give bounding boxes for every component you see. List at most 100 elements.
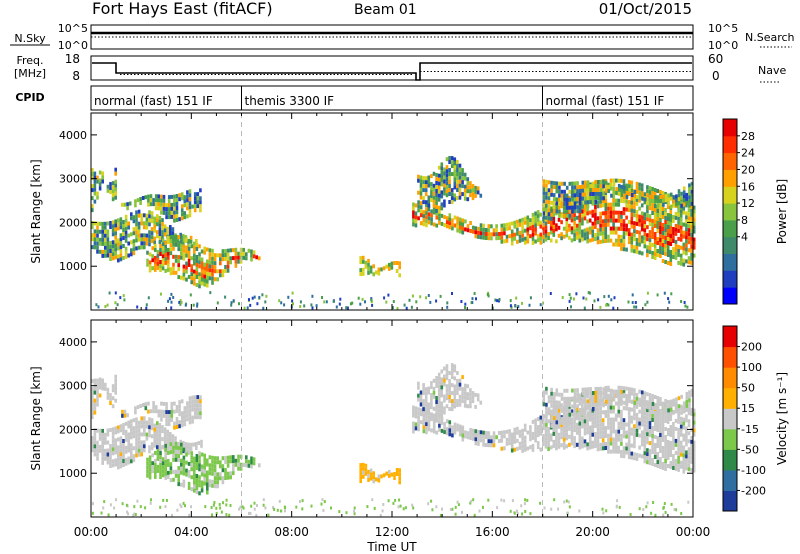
velocity-colorbar-swatch-8 bbox=[723, 326, 737, 348]
noise-right-tick-bottom: 10^0 bbox=[708, 39, 738, 52]
velocity-colorbar-swatch-3 bbox=[723, 428, 737, 450]
velocity-colorbar-tick-1: 100 bbox=[741, 361, 762, 374]
cpid-label: CPID bbox=[15, 91, 44, 104]
velocity-echo-region-0 bbox=[91, 416, 203, 470]
time-axis-label: Time UT bbox=[366, 540, 417, 554]
power-echo-region-1 bbox=[91, 167, 117, 213]
velocity-echo-region-4 bbox=[359, 462, 401, 485]
cpid-segment-0: normal (fast) 151 IF bbox=[94, 94, 213, 108]
cpid-segment-1: themis 3300 IF bbox=[245, 94, 335, 108]
power-echo-region-6 bbox=[417, 156, 483, 214]
power-colorbar-tick-4: 12 bbox=[741, 197, 755, 210]
velocity-panel: 1000 2000 3000 4000 Slant Range [km] bbox=[29, 319, 696, 518]
noise-right-label: N.Search bbox=[745, 31, 795, 44]
date-title: 01/Oct/2015 bbox=[599, 0, 692, 18]
noise-left-label: N.Sky bbox=[14, 32, 46, 45]
time-axis: 00:00 04:00 08:00 12:00 16:00 20:00 00:00 Time … bbox=[74, 525, 711, 554]
station-title: Fort Hays East (fitACF) bbox=[92, 0, 273, 18]
power-colorbar-tick-0: 28 bbox=[741, 130, 755, 143]
power-colorbar-swatch-10 bbox=[723, 119, 737, 137]
power-colorbar-swatch-0 bbox=[723, 287, 737, 305]
time-tick-6: 00:00 bbox=[676, 525, 711, 539]
time-tick-4: 16:00 bbox=[475, 525, 510, 539]
freq-right-tick-top: 60 bbox=[708, 52, 723, 66]
power-colorbar-tick-3: 16 bbox=[741, 180, 755, 193]
velocity-echo-region-3 bbox=[146, 441, 261, 496]
power-ytick-0: 1000 bbox=[59, 260, 87, 273]
time-tick-2: 08:00 bbox=[274, 525, 309, 539]
freq-left-tick-bottom: 8 bbox=[72, 69, 80, 83]
power-ylabel: Slant Range [km] bbox=[29, 159, 43, 263]
velocity-colorbar-swatch-7 bbox=[723, 346, 737, 368]
frequency-line bbox=[92, 62, 692, 81]
power-panel: 1000 2000 3000 4000 Slant Range [km] bbox=[29, 112, 696, 311]
power-colorbar-swatch-2 bbox=[723, 253, 737, 271]
power-colorbar-label: Power [dB] bbox=[775, 179, 789, 244]
cpid-segment-2: normal (fast) 151 IF bbox=[546, 94, 665, 108]
velocity-colorbar: 200 100 50 15 -15 -50 -100 -200 Velocity [m s⁻¹] bbox=[722, 325, 789, 512]
power-echo-region-4 bbox=[359, 255, 401, 278]
time-tick-3: 12:00 bbox=[375, 525, 410, 539]
velocity-echo-region-1 bbox=[91, 374, 117, 420]
velocity-echo-region-7 bbox=[542, 386, 694, 429]
velocity-colorbar-swatch-0 bbox=[723, 490, 737, 512]
freq-left-tick-top: 18 bbox=[65, 52, 80, 66]
cpid-strip: CPID normal (fast) 151 IF themis 3300 IF n… bbox=[15, 85, 694, 111]
power-ytick-1: 2000 bbox=[59, 216, 87, 229]
freq-left-label-2: [MHz] bbox=[14, 67, 46, 80]
velocity-colorbar-tick-4: -15 bbox=[741, 423, 759, 436]
power-colorbar-swatch-4 bbox=[723, 219, 737, 238]
nave-label: Nave bbox=[758, 64, 786, 77]
time-tick-0: 00:00 bbox=[74, 525, 109, 539]
power-colorbar-tick-1: 24 bbox=[741, 147, 755, 160]
power-near-range-clutter bbox=[95, 291, 689, 310]
velocity-colorbar-swatch-6 bbox=[723, 367, 737, 389]
power-colorbar-swatch-8 bbox=[723, 152, 737, 170]
frequency-strip: Freq. [MHz] 18 8 60 0 Nave bbox=[14, 52, 787, 83]
velocity-echo-region-6 bbox=[417, 363, 483, 422]
noise-left-tick-bottom: 10^0 bbox=[58, 39, 88, 52]
velocity-echo-cells bbox=[91, 363, 696, 496]
freq-right-tick-bottom: 0 bbox=[712, 69, 720, 83]
velocity-colorbar-swatch-1 bbox=[723, 469, 737, 491]
power-echo-region-7 bbox=[542, 179, 694, 221]
power-echo-region-5 bbox=[412, 178, 696, 267]
power-colorbar-tick-5: 8 bbox=[741, 214, 748, 227]
power-ytick-2: 3000 bbox=[59, 173, 87, 186]
power-echo-region-3 bbox=[146, 234, 261, 289]
power-colorbar-swatch-1 bbox=[723, 270, 737, 288]
velocity-colorbar-swatch-2 bbox=[723, 449, 737, 471]
power-ytick-3: 4000 bbox=[59, 129, 87, 142]
power-colorbar-swatch-3 bbox=[723, 236, 737, 254]
noise-left-tick-top: 10^5 bbox=[58, 22, 88, 35]
noise-strip: N.Sky 10^5 10^0 10^5 10^0 N.Search bbox=[10, 22, 795, 52]
power-colorbar-swatch-9 bbox=[723, 135, 737, 154]
velocity-ytick-0: 1000 bbox=[59, 467, 87, 480]
velocity-ytick-3: 4000 bbox=[59, 336, 87, 349]
velocity-colorbar-swatch-5 bbox=[723, 387, 737, 409]
power-colorbar-swatch-6 bbox=[723, 186, 737, 204]
velocity-colorbar-tick-3: 15 bbox=[741, 402, 755, 415]
velocity-colorbar-tick-2: 50 bbox=[741, 382, 755, 395]
velocity-ylabel: Slant Range [km] bbox=[29, 366, 43, 470]
power-colorbar-tick-6: 4 bbox=[741, 231, 748, 244]
power-colorbar-swatch-7 bbox=[723, 169, 737, 187]
beam-title: Beam 01 bbox=[354, 2, 417, 18]
velocity-ytick-2: 3000 bbox=[59, 380, 87, 393]
power-colorbar-tick-2: 20 bbox=[741, 163, 755, 176]
velocity-colorbar-tick-5: -50 bbox=[741, 443, 759, 456]
time-tick-5: 20:00 bbox=[575, 525, 610, 539]
velocity-colorbar-tick-6: -100 bbox=[741, 464, 766, 477]
noise-right-tick-top: 10^5 bbox=[708, 22, 738, 35]
power-echo-cells bbox=[91, 156, 696, 289]
power-echo-region-2 bbox=[121, 188, 202, 223]
velocity-colorbar-swatch-4 bbox=[723, 408, 737, 430]
velocity-colorbar-tick-0: 200 bbox=[741, 341, 762, 354]
velocity-ytick-1: 2000 bbox=[59, 423, 87, 436]
velocity-echo-region-2 bbox=[121, 395, 202, 430]
time-tick-1: 04:00 bbox=[174, 525, 209, 539]
power-colorbar: 28 24 20 16 12 8 4 Power [dB] bbox=[722, 118, 789, 305]
power-colorbar-swatch-5 bbox=[723, 203, 737, 221]
velocity-colorbar-label: Velocity [m s⁻¹] bbox=[775, 372, 789, 465]
